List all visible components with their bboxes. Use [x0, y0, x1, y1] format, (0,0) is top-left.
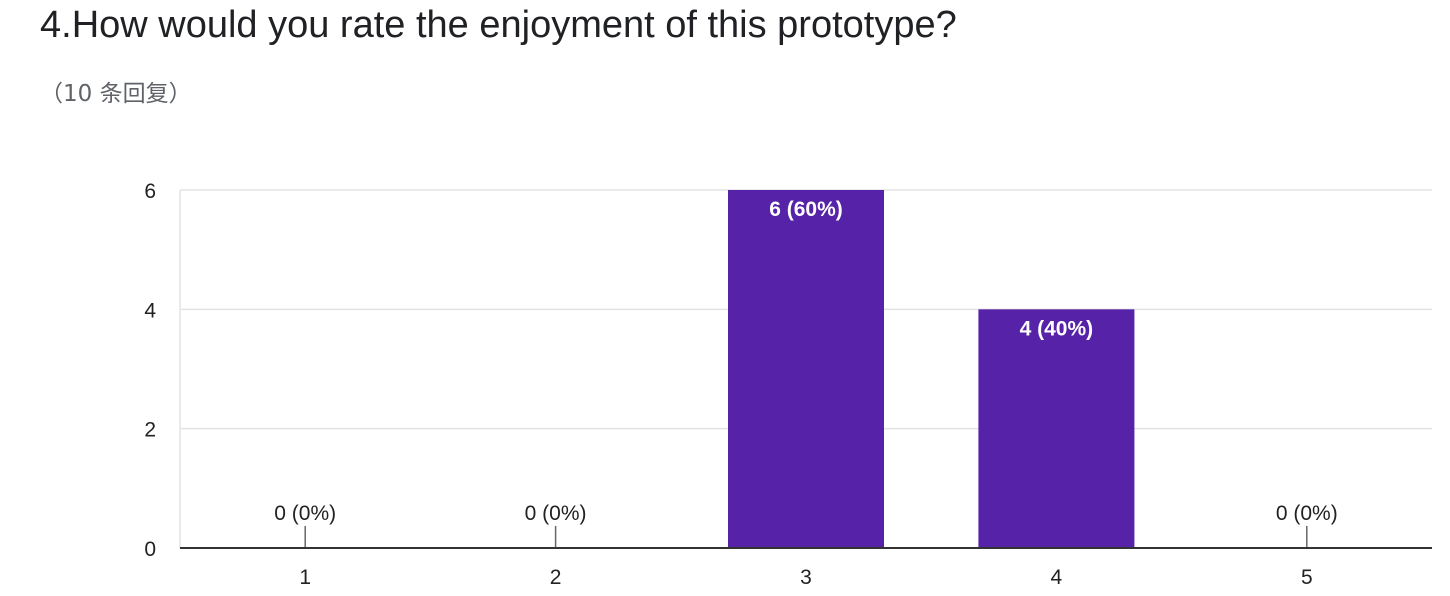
y-tick-label: 0: [144, 538, 156, 561]
data-label: 0 (0%): [274, 502, 336, 525]
bar: [728, 190, 884, 548]
data-label: 6 (60%): [769, 198, 843, 221]
response-count: （10 条回复）: [40, 81, 192, 107]
data-label: 4 (40%): [1020, 317, 1094, 340]
bar: [978, 309, 1135, 548]
question-title: 4.How would you rate the enjoyment of th…: [40, 4, 957, 46]
y-tick-label: 4: [144, 299, 156, 322]
x-tick-label: 1: [299, 566, 311, 589]
x-tick-label: 3: [800, 566, 812, 589]
y-tick-label: 6: [144, 180, 156, 203]
data-label: 0 (0%): [1276, 502, 1338, 525]
x-tick-label: 5: [1301, 566, 1313, 589]
y-tick-label: 2: [144, 419, 156, 442]
data-label: 0 (0%): [525, 502, 587, 525]
x-tick-label: 2: [550, 566, 562, 589]
x-tick-label: 4: [1051, 566, 1063, 589]
